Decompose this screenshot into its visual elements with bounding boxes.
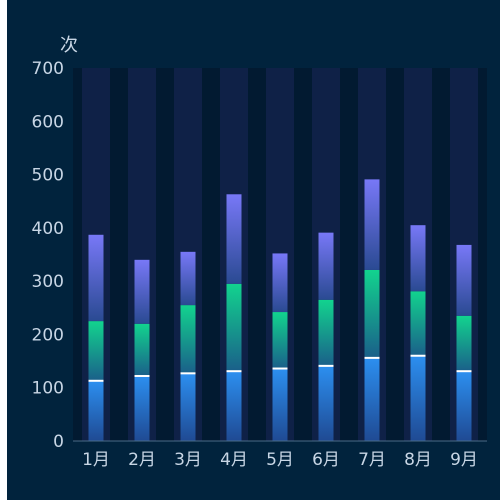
bar-divider [272, 367, 288, 370]
bar-segment-middle [180, 305, 196, 374]
bar-segment-bottom [272, 368, 288, 441]
y-axis: 0 100 200 300 400 500 600 700 [32, 59, 64, 452]
bar-segment-bottom [180, 373, 196, 441]
x-tick-label: 2月 [128, 450, 156, 470]
x-tick-label: 3月 [174, 450, 202, 470]
bar-segment-top [88, 234, 104, 322]
bar-divider [410, 354, 426, 357]
bar-divider [456, 370, 472, 373]
bar-segment-bottom [88, 380, 104, 441]
bar-segment-bottom [226, 371, 242, 441]
left-edge-strip [0, 0, 7, 500]
bar-segment-top [410, 225, 426, 292]
bar-divider [226, 370, 242, 373]
bar-segment-bottom [410, 355, 426, 441]
y-axis-unit-label: 次 [60, 35, 78, 56]
x-tick-label: 5月 [266, 450, 294, 470]
y-tick-label: 700 [32, 59, 64, 79]
bar-segment-middle [456, 315, 472, 372]
bar-segment-top [134, 259, 150, 324]
bar-divider [180, 372, 196, 375]
x-tick-label: 4月 [220, 450, 248, 470]
x-tick-label: 1月 [82, 450, 110, 470]
bars-layer [82, 68, 478, 441]
bar-segment-middle [318, 299, 334, 366]
bar-segment-top [180, 251, 196, 306]
bar-segment-middle [88, 321, 104, 381]
bar-divider [134, 374, 150, 377]
bar-segment-top [318, 232, 334, 300]
bar-divider [318, 364, 334, 367]
bar-divider [88, 379, 104, 382]
bar-segment-bottom [318, 365, 334, 441]
bar-segment-middle [364, 269, 380, 358]
bar-segment-top [456, 244, 472, 316]
bar-divider [364, 356, 380, 359]
x-axis: 1月 2月 3月 4月 5月 6月 7月 8月 9月 [82, 450, 478, 470]
y-tick-label: 600 [32, 112, 64, 132]
x-tick-label: 7月 [358, 450, 386, 470]
bar-segment-middle [134, 323, 150, 376]
bar-segment-top [272, 253, 288, 313]
bar-segment-bottom [364, 357, 380, 441]
x-tick-label: 6月 [312, 450, 340, 470]
bar-segment-top [226, 194, 242, 284]
y-tick-label: 400 [32, 219, 64, 239]
bar-segment-top [364, 179, 380, 270]
y-tick-label: 200 [32, 325, 64, 345]
y-tick-label: 0 [53, 432, 64, 452]
y-tick-label: 500 [32, 166, 64, 186]
bar-segment-bottom [134, 375, 150, 441]
bar-segment-middle [410, 291, 426, 356]
x-tick-label: 9月 [450, 450, 478, 470]
bar-segment-middle [272, 312, 288, 369]
x-tick-label: 8月 [404, 450, 432, 470]
y-tick-label: 100 [32, 379, 64, 399]
bar-segment-bottom [456, 371, 472, 441]
bar-segment-middle [226, 283, 242, 372]
y-tick-label: 300 [32, 272, 64, 292]
